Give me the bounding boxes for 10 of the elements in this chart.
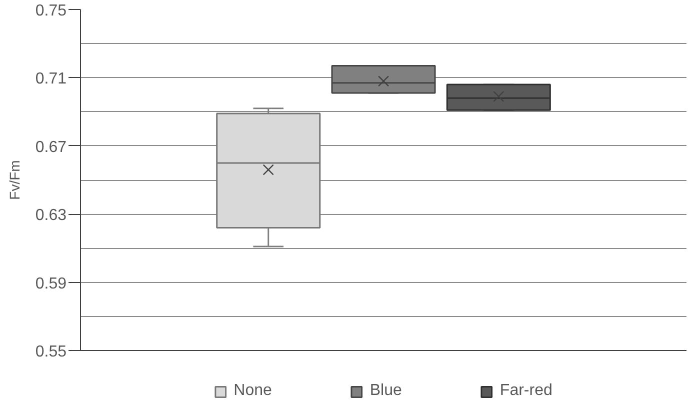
y-axis-title: Fv/Fm (6, 160, 22, 200)
y-tick-label: 0.59 (35, 275, 67, 292)
y-tick-label: 0.75 (35, 2, 67, 20)
y-tick-label: 0.67 (35, 138, 67, 156)
legend-label: Blue (370, 382, 402, 400)
y-tick-label: 0.71 (35, 70, 67, 88)
y-tick-label: 0.63 (35, 207, 67, 224)
legend-label: Far-red (500, 382, 552, 400)
legend-label: None (234, 382, 272, 400)
y-tick-label: 0.55 (35, 344, 67, 360)
